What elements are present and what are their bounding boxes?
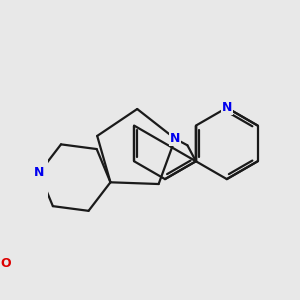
Text: O: O [0,257,11,270]
Text: N: N [34,167,44,179]
Text: N: N [170,132,180,145]
Text: N: N [222,101,232,114]
